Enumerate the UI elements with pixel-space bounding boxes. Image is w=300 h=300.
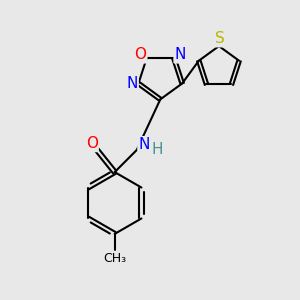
Text: CH₃: CH₃ xyxy=(103,252,126,265)
Text: H: H xyxy=(152,142,163,158)
Text: O: O xyxy=(86,136,98,151)
Text: O: O xyxy=(134,47,146,62)
Text: N: N xyxy=(138,137,150,152)
Text: S: S xyxy=(215,31,224,46)
Text: N: N xyxy=(126,76,138,91)
Text: N: N xyxy=(175,47,186,62)
